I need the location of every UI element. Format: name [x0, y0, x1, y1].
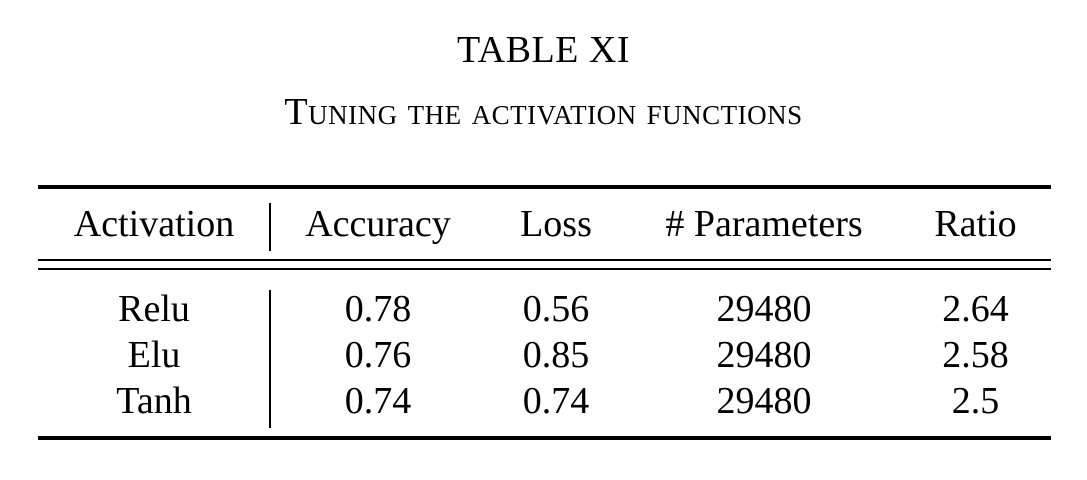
header-double-rule-lower [38, 268, 1051, 270]
header-column-separator [269, 203, 271, 251]
table-cell-parameters: 29480 [716, 288, 812, 330]
table-cell-parameters: 29480 [716, 380, 812, 422]
body-column-separator [269, 290, 271, 428]
table-cell-loss: 0.85 [522, 334, 590, 376]
table-cell-loss: 0.56 [522, 288, 590, 330]
column-header-activation: Activation [73, 203, 235, 245]
table-cell-accuracy: 0.74 [344, 380, 412, 422]
table-label: TABLE XI [457, 29, 630, 71]
table-cell-activation: Relu [118, 288, 190, 330]
header-double-rule-upper [38, 259, 1051, 261]
table-cell-parameters: 29480 [716, 334, 812, 376]
column-header-ratio: Ratio [934, 203, 1017, 245]
column-header-loss: Loss [520, 203, 592, 245]
table-top-rule [38, 185, 1051, 189]
table-cell-loss: 0.74 [522, 380, 590, 422]
table-cell-ratio: 2.58 [942, 334, 1009, 376]
table-cell-activation: Tanh [116, 380, 192, 422]
table-bottom-rule [38, 436, 1051, 440]
table-caption: Tuning the activation functions [284, 91, 803, 133]
column-header-parameters: # Parameters [665, 203, 863, 245]
table-cell-accuracy: 0.78 [344, 288, 412, 330]
table-cell-activation: Elu [127, 334, 181, 376]
table-cell-ratio: 2.5 [951, 380, 1000, 422]
table-cell-accuracy: 0.76 [344, 334, 412, 376]
table-cell-ratio: 2.64 [942, 288, 1009, 330]
column-header-accuracy: Accuracy [305, 203, 451, 245]
